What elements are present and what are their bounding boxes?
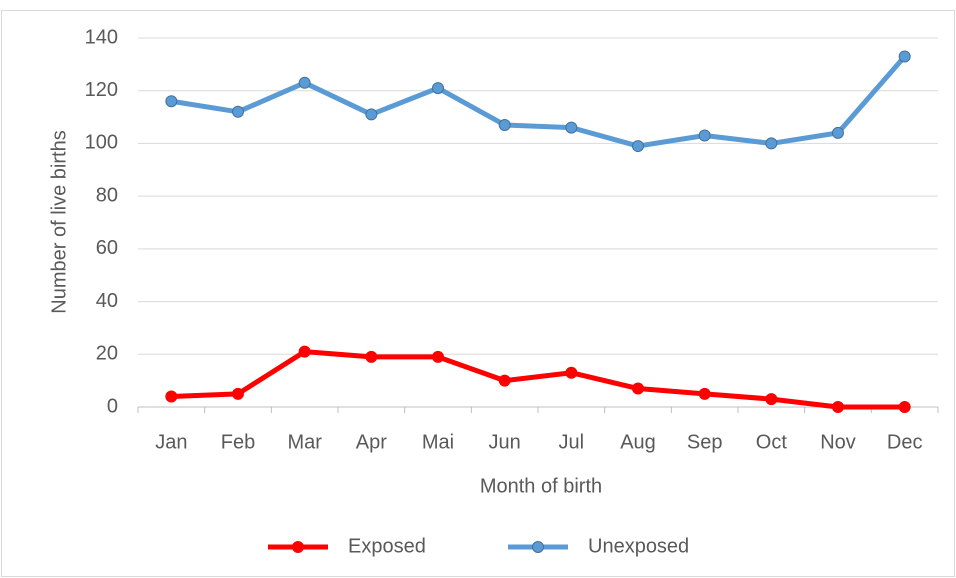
data-point — [365, 108, 378, 121]
x-tick-label: Mai — [422, 431, 454, 453]
data-point — [298, 76, 311, 89]
x-tick-label: Jul — [559, 431, 585, 453]
data-point — [832, 401, 844, 413]
y-tick-label: 0 — [107, 395, 118, 417]
data-point — [232, 105, 244, 118]
data-point — [698, 129, 711, 142]
y-tick-label: 60 — [96, 237, 118, 259]
data-point — [565, 121, 578, 134]
data-point — [698, 387, 711, 400]
x-axis-label: Month of birth — [480, 475, 602, 497]
legend-label: Unexposed — [588, 535, 689, 557]
data-point — [298, 345, 311, 358]
x-tick-label: Dec — [887, 431, 923, 453]
data-point — [498, 118, 511, 131]
series-line — [170, 54, 907, 149]
y-axis-label: Number of live births — [48, 130, 70, 313]
data-point — [898, 401, 911, 413]
legend-marker — [292, 541, 304, 553]
x-tick-label: Aug — [620, 431, 656, 453]
y-tick-label: 20 — [96, 343, 118, 365]
data-point — [565, 366, 578, 379]
chart-frame — [1, 10, 955, 577]
legend-marker — [532, 541, 544, 553]
x-tick-label: Feb — [221, 431, 255, 453]
data-point — [165, 95, 178, 108]
y-tick-label: 80 — [96, 184, 118, 206]
x-tick-label: Jan — [155, 431, 187, 453]
data-point — [232, 387, 244, 400]
data-point — [165, 390, 178, 403]
series-line — [171, 349, 905, 410]
y-tick-label: 140 — [85, 26, 118, 48]
data-point — [498, 374, 511, 387]
data-point — [432, 82, 444, 95]
x-tick-label: Apr — [356, 431, 387, 453]
x-tick-label: Oct — [756, 431, 788, 453]
legend-label: Exposed — [348, 535, 426, 557]
y-tick-label: 40 — [96, 290, 118, 312]
data-point — [632, 382, 644, 395]
x-tick-label: Mar — [287, 431, 322, 453]
y-tick-label: 100 — [85, 132, 118, 154]
x-tick-label: Nov — [820, 431, 856, 453]
data-point — [765, 137, 778, 150]
data-point — [765, 393, 778, 406]
data-point — [832, 126, 844, 139]
data-point — [365, 350, 378, 363]
data-point — [898, 50, 911, 63]
data-point — [632, 140, 644, 153]
x-tick-label: Sep — [687, 431, 723, 453]
y-tick-label: 120 — [85, 79, 118, 101]
data-point — [432, 350, 444, 363]
x-tick-label: Jun — [489, 431, 521, 453]
